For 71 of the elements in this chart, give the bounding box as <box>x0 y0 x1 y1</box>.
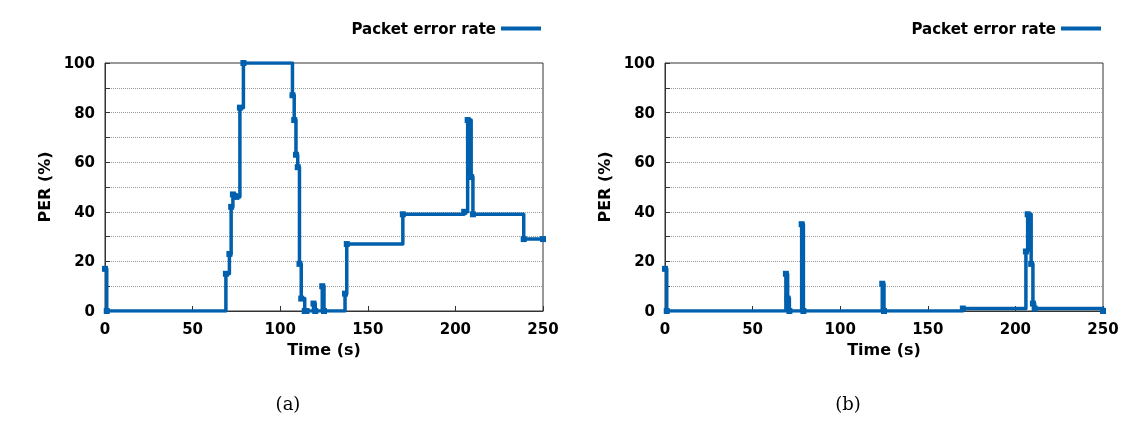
y-tick-label: 0 <box>644 302 655 320</box>
point <box>1024 211 1031 218</box>
point <box>399 211 406 218</box>
x-tick-label: 100 <box>264 319 296 338</box>
y-tick-label: 40 <box>74 202 95 221</box>
y-tick-label: 80 <box>74 103 95 122</box>
point <box>879 280 886 287</box>
point <box>786 308 793 314</box>
x-tick-label: 0 <box>99 319 111 338</box>
point <box>1031 305 1038 312</box>
y-axis-title: PER (%) <box>595 151 615 223</box>
y-tick-label: 60 <box>634 153 655 172</box>
point <box>321 308 327 314</box>
point <box>540 236 546 243</box>
point <box>784 295 791 302</box>
point <box>310 300 317 307</box>
point <box>236 104 243 111</box>
point <box>240 60 247 66</box>
x-tick-label: 0 <box>659 319 671 338</box>
point <box>1022 248 1029 255</box>
y-tick-label: 60 <box>74 153 95 172</box>
point <box>1028 260 1035 267</box>
point <box>226 250 233 257</box>
y-tick-label: 20 <box>634 252 655 271</box>
point <box>222 270 229 277</box>
point <box>291 117 298 124</box>
point <box>233 193 240 200</box>
x-tick-label: 250 <box>1087 319 1119 338</box>
point <box>464 117 471 124</box>
y-tick-label: 100 <box>623 54 655 72</box>
point <box>296 260 303 267</box>
y-tick-label: 40 <box>634 202 655 221</box>
text: (b) <box>835 392 861 414</box>
point <box>312 308 319 314</box>
point <box>881 308 887 314</box>
x-tick-label: 200 <box>999 319 1032 338</box>
y-axis-title: PER (%) <box>35 151 55 223</box>
x-tick-label: 150 <box>912 319 944 338</box>
x-tick-label: 200 <box>439 319 472 338</box>
point <box>343 241 350 248</box>
y-tick-label: 20 <box>74 252 95 271</box>
point <box>289 92 296 99</box>
legend-label: Packet error rate <box>911 19 1056 38</box>
x-axis-title: Time (s) <box>287 339 361 359</box>
y-tick-label: 80 <box>634 103 655 122</box>
y-tick-label: 100 <box>63 54 95 72</box>
point <box>294 164 301 171</box>
text: (a) <box>275 392 301 414</box>
point <box>469 211 476 218</box>
point <box>292 151 299 158</box>
point <box>298 295 305 302</box>
point <box>800 308 807 314</box>
x-tick-label: 100 <box>824 319 856 338</box>
point <box>662 265 668 272</box>
point <box>520 236 527 243</box>
point <box>468 174 475 181</box>
legend-label: Packet error rate <box>351 19 496 38</box>
point <box>319 283 326 290</box>
x-tick-label: 50 <box>182 319 204 338</box>
point <box>798 221 805 228</box>
point <box>959 305 966 312</box>
point <box>102 265 108 272</box>
y-tick-label: 0 <box>84 302 95 320</box>
point <box>461 208 468 215</box>
point <box>782 270 789 277</box>
point <box>342 290 349 297</box>
x-tick-label: 250 <box>527 319 559 338</box>
x-tick-label: 150 <box>352 319 384 338</box>
x-tick-label: 50 <box>742 319 764 338</box>
point <box>228 203 235 210</box>
x-axis-title: Time (s) <box>847 339 921 359</box>
